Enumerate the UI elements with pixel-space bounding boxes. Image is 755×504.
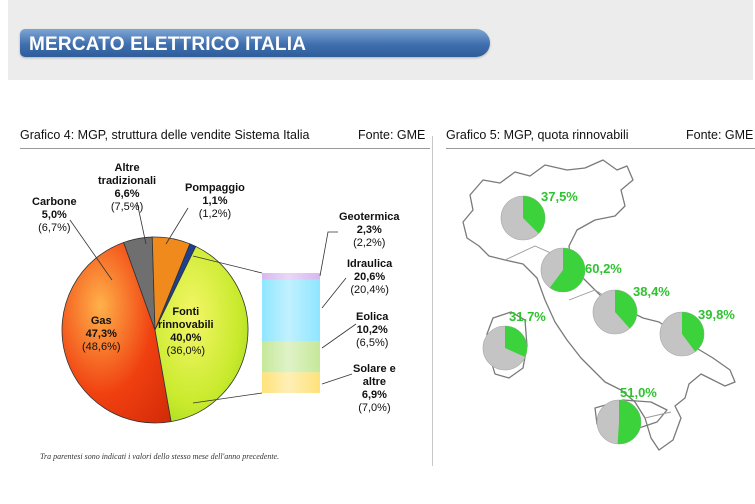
label-eolica: Eolica 10,2% (6,5%) [356, 311, 389, 349]
label-carbone: Carbone 5,0% (6,7%) [32, 196, 77, 234]
zone-pie-nord: 37,5% [500, 189, 578, 241]
divider [432, 136, 433, 466]
zone-pie-centro-nord: 60,2% [540, 247, 622, 293]
leader-altre [136, 201, 147, 245]
zone-label-sicilia: 51,0% [620, 385, 657, 400]
zone-label-centro-sud: 38,4% [633, 284, 670, 299]
chart5-svg: 37,5% 60,2% 38,4% 39,8% 31,7% 51,0% [462, 159, 736, 451]
chart4-rule [20, 148, 430, 149]
zone-pie-sardegna-renewable [505, 326, 528, 357]
zone-label-sardegna: 31,7% [509, 309, 546, 324]
label-solare-e-altre: Solare e altre 6,9% (7,0%) [353, 363, 396, 414]
bar-segment-eolica-shine [262, 341, 320, 373]
zone-pie-sicilia-renewable [617, 400, 641, 444]
chart4-svg [61, 201, 357, 424]
leader-solare [321, 373, 353, 385]
zone-pie-sardegna: 31,7% [482, 309, 546, 371]
zone-pie-centro-sud: 38,4% [592, 284, 670, 335]
pie-slice-gas [61, 241, 172, 424]
zone-pie-sud: 39,8% [659, 307, 735, 357]
leader-pompaggio [165, 207, 189, 245]
chart5-title: Grafico 5: MGP, quota rinnovabili [446, 128, 629, 142]
section-title-banner: MERCATO ELETTRICO ITALIA [20, 29, 490, 57]
leader-eolica [321, 323, 357, 349]
bar-segment-geotermica-shine [262, 273, 320, 280]
label-fonti-rinnovabili: Fonti rinnovabili 40,0% (36,0%) [158, 306, 214, 357]
label-idraulica: Idraulica 20,6% (20,4%) [347, 258, 393, 296]
zone-pie-centro-nord-renewable [549, 248, 586, 292]
connector-bottom [192, 392, 263, 404]
label-pompaggio: Pompaggio 1,1% (1,2%) [185, 182, 245, 220]
bar-segment-solare-e-altre-shine [262, 372, 320, 393]
zone-label-sud: 39,8% [698, 307, 735, 322]
label-altre-tradizionali: Altre tradizionali 6,6% (7,5%) [98, 162, 157, 213]
chart4-source: Fonte: GME [358, 128, 426, 142]
zone-pie-sicilia: 51,0% [596, 385, 657, 445]
bar-segment-idraulica-shine [262, 279, 320, 342]
chart5-rule [446, 148, 755, 149]
connector-top [192, 255, 263, 274]
zone-label-nord: 37,5% [541, 189, 578, 204]
label-geotermica: Geotermica 2,3% (2,2%) [339, 211, 400, 249]
chart5-source: Fonte: GME [686, 128, 754, 142]
chart4-title: Grafico 4: MGP, struttura delle vendite … [20, 128, 310, 142]
zone-pie-sud-renewable [682, 312, 704, 352]
leader-idraulica [321, 277, 347, 309]
zone-pie-centro-sud-renewable [615, 290, 637, 329]
section-title: MERCATO ELETTRICO ITALIA [29, 34, 307, 55]
zone-label-centro-nord: 60,2% [585, 261, 622, 276]
leader-geotermica [319, 231, 338, 277]
zone-pie-nord-renewable [523, 196, 546, 234]
label-gas: Gas 47,3% (48,6%) [82, 315, 121, 353]
leader-carbone [69, 219, 113, 281]
footnote: Tra parentesi sono indicati i valori del… [40, 452, 280, 461]
